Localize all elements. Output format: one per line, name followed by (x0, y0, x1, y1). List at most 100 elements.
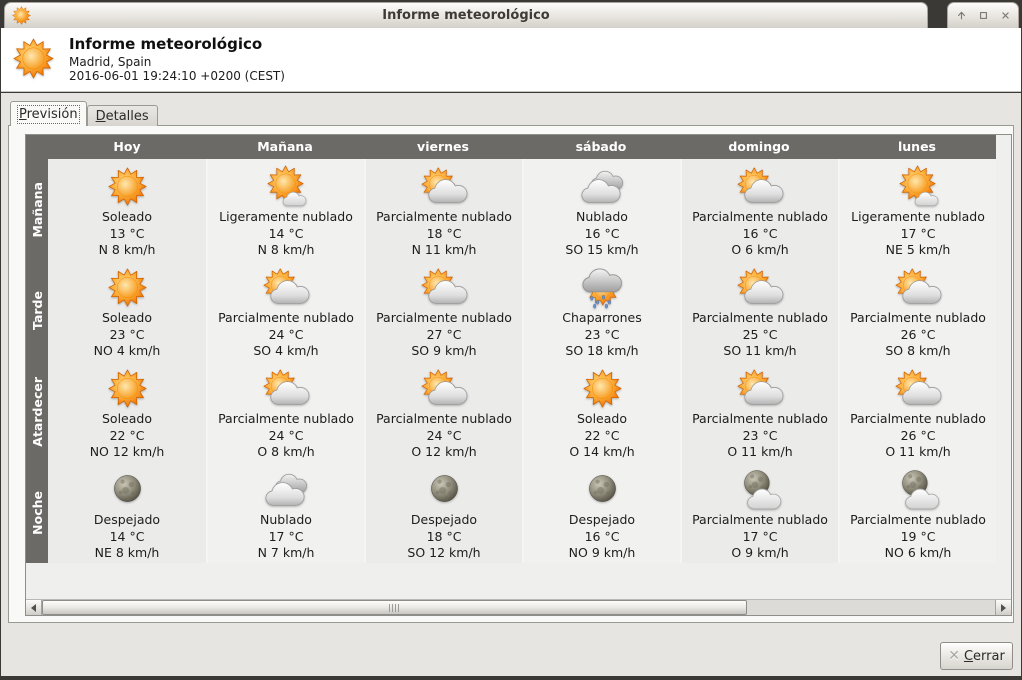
wind-text: N 11 km/h (411, 242, 477, 257)
horizontal-scrollbar[interactable] (26, 599, 1011, 615)
wind-text: NO 9 km/h (568, 545, 636, 560)
condition-text: Parcialmente nublado (692, 411, 828, 426)
forecast-cell[interactable]: Parcialmente nublado 17 °C O 9 km/h (680, 462, 838, 563)
maximize-button[interactable] (974, 7, 992, 25)
clouds-icon (263, 468, 310, 511)
row-header-tarde: Tarde (26, 260, 48, 361)
forecast-cell[interactable]: Parcialmente nublado 18 °C N 11 km/h (364, 159, 522, 260)
sun-cloud-icon (895, 266, 942, 309)
scrollbar-trough[interactable] (42, 600, 995, 615)
forecast-cell[interactable]: Parcialmente nublado 24 °C O 12 km/h (364, 361, 522, 462)
row-header-manana: Mañana (26, 159, 48, 260)
close-button[interactable]: ✕ Cerrar (940, 642, 1013, 670)
condition-text: Parcialmente nublado (376, 411, 512, 426)
temperature-text: 16 °C (742, 225, 778, 241)
moon-icon (421, 468, 468, 511)
temperature-text: 23 °C (742, 427, 778, 443)
condition-text: Parcialmente nublado (376, 209, 512, 224)
temperature-text: 16 °C (584, 225, 620, 241)
report-timestamp: 2016-06-01 19:24:10 +0200 (CEST) (69, 69, 285, 83)
forecast-cell[interactable]: Parcialmente nublado 26 °C O 11 km/h (838, 361, 996, 462)
temperature-text: 24 °C (268, 326, 304, 342)
forecast-cell[interactable]: Soleado 22 °C O 14 km/h (522, 361, 680, 462)
column-header-lunes: lunes (897, 139, 936, 154)
wind-text: NO 4 km/h (93, 343, 161, 358)
sun-cloud-icon (421, 165, 468, 208)
forecast-cell[interactable]: Parcialmente nublado 27 °C SO 9 km/h (364, 260, 522, 361)
forecast-cell[interactable]: Parcialmente nublado 26 °C SO 8 km/h (838, 260, 996, 361)
sun-small-cloud-icon (895, 165, 942, 208)
close-window-button[interactable] (996, 7, 1014, 25)
forecast-cell[interactable]: Parcialmente nublado 16 °C O 6 km/h (680, 159, 838, 260)
temperature-text: 18 °C (426, 225, 462, 241)
forecast-cell[interactable]: Parcialmente nublado 25 °C SO 11 km/h (680, 260, 838, 361)
moon-icon (104, 468, 151, 511)
scroll-right-button[interactable] (995, 600, 1011, 615)
forecast-cell[interactable]: Parcialmente nublado 19 °C NO 6 km/h (838, 462, 996, 563)
sun-weather-icon (13, 38, 54, 79)
temperature-text: 23 °C (584, 326, 620, 342)
scrollbar-thumb[interactable] (42, 600, 748, 615)
condition-text: Despejado (410, 512, 478, 527)
wind-text: O 8 km/h (257, 444, 315, 459)
wind-text: O 11 km/h (885, 444, 951, 459)
column-header-domingo: domingo (728, 139, 790, 154)
scroll-left-button[interactable] (26, 600, 42, 615)
temperature-text: 22 °C (584, 427, 620, 443)
temperature-text: 22 °C (109, 427, 145, 443)
shade-button[interactable] (952, 7, 970, 25)
wind-text: O 14 km/h (569, 444, 635, 459)
sun-cloud-icon (421, 367, 468, 410)
condition-text: Parcialmente nublado (692, 209, 828, 224)
close-x-icon: ✕ (948, 648, 960, 664)
titlebar[interactable]: Informe meteorológico (0, 0, 1022, 28)
wind-text: SO 15 km/h (565, 242, 639, 257)
temperature-text: 23 °C (109, 326, 145, 342)
wind-text: N 8 km/h (257, 242, 315, 257)
forecast-cell[interactable]: Despejado 14 °C NE 8 km/h (48, 462, 206, 563)
forecast-cell[interactable]: Chaparrones 23 °C SO 18 km/h (522, 260, 680, 361)
wind-text: SO 12 km/h (407, 545, 481, 560)
temperature-text: 17 °C (268, 528, 304, 544)
forecast-row: Tarde Soleado 23 °C NO 4 km/h Parcialmen… (26, 260, 996, 361)
forecast-cell[interactable]: Soleado 13 °C N 8 km/h (48, 159, 206, 260)
tab-prevision[interactable]: Previsión (10, 101, 87, 126)
tab-detalles[interactable]: Detalles (86, 105, 158, 126)
temperature-text: 24 °C (426, 427, 462, 443)
row-header-atardecer: Atardecer (26, 361, 48, 462)
condition-text: Soleado (102, 209, 152, 224)
condition-text: Parcialmente nublado (692, 512, 828, 527)
column-header-sabado: sábado (575, 139, 627, 154)
sun-cloud-icon (737, 367, 784, 410)
forecast-cell[interactable]: Parcialmente nublado 24 °C O 8 km/h (206, 361, 364, 462)
forecast-cell[interactable]: Despejado 16 °C NO 9 km/h (522, 462, 680, 563)
temperature-text: 13 °C (109, 225, 145, 241)
forecast-cell[interactable]: Despejado 18 °C SO 12 km/h (364, 462, 522, 563)
forecast-cell[interactable]: Ligeramente nublado 17 °C NE 5 km/h (838, 159, 996, 260)
forecast-cell[interactable]: Parcialmente nublado 23 °C O 11 km/h (680, 361, 838, 462)
forecast-cell[interactable]: Soleado 23 °C NO 4 km/h (48, 260, 206, 361)
condition-text: Nublado (576, 209, 628, 224)
moon-cloud-icon (895, 468, 942, 511)
temperature-text: 14 °C (109, 528, 145, 544)
forecast-cell[interactable]: Parcialmente nublado 24 °C SO 4 km/h (206, 260, 364, 361)
temperature-text: 26 °C (900, 427, 936, 443)
temperature-text: 14 °C (268, 225, 304, 241)
temperature-text: 17 °C (742, 528, 778, 544)
forecast-cell[interactable]: Nublado 16 °C SO 15 km/h (522, 159, 680, 260)
forecast-cell[interactable]: Ligeramente nublado 14 °C N 8 km/h (206, 159, 364, 260)
forecast-table: Hoy Mañana viernes sábado domingo lunes … (26, 135, 996, 563)
sun-cloud-icon (895, 367, 942, 410)
titlebar-title-area: Informe meteorológico (4, 2, 928, 28)
temperature-text: 19 °C (900, 528, 936, 544)
condition-text: Ligeramente nublado (851, 209, 985, 224)
forecast-cell[interactable]: Soleado 22 °C NO 12 km/h (48, 361, 206, 462)
dialog-body: Previsión Detalles Hoy Mañana viernes sá… (1, 93, 1021, 676)
temperature-text: 26 °C (900, 326, 936, 342)
condition-text: Chaparrones (562, 310, 642, 325)
table-corner (26, 135, 48, 159)
forecast-cell[interactable]: Nublado 17 °C N 7 km/h (206, 462, 364, 563)
wind-text: O 9 km/h (731, 545, 789, 560)
wind-text: SO 11 km/h (723, 343, 797, 358)
condition-text: Despejado (568, 512, 636, 527)
